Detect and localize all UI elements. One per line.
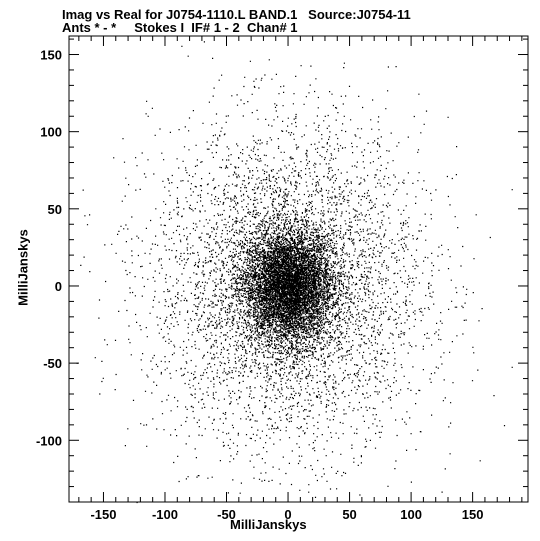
x-tick-label: 150 [462, 507, 484, 522]
y-axis-label: MilliJanskys [15, 229, 31, 306]
y-tick-label: -100 [36, 433, 62, 448]
y-tick-label: 50 [48, 202, 62, 217]
plot-frame [68, 35, 529, 503]
x-tick-label: -50 [217, 507, 236, 522]
y-tick-label: -50 [43, 356, 62, 371]
chart-title: Imag vs Real for J0754-1110.L BAND.1 Sou… [62, 7, 411, 22]
x-tick-label: 100 [400, 507, 422, 522]
x-tick-label: 50 [342, 507, 356, 522]
chart-subtitle: Ants * - * Stokes I IF# 1 - 2 Chan# 1 [62, 20, 298, 35]
y-tick-label: 150 [40, 48, 62, 63]
scatter-points [76, 41, 513, 504]
y-tick-label: 100 [40, 125, 62, 140]
plot-border [68, 35, 529, 503]
x-tick-label: -150 [90, 507, 116, 522]
tick-labels: -150 -100 -50 0 50 100 150 -100 -50 0 50 100 150 [36, 48, 484, 522]
x-tick-label: 0 [284, 507, 291, 522]
x-tick-label: -100 [152, 507, 178, 522]
y-tick-label: 0 [55, 279, 62, 294]
axis-ticks [69, 36, 528, 502]
data-points [76, 41, 513, 504]
x-axis-label: MilliJanskys [230, 517, 307, 532]
